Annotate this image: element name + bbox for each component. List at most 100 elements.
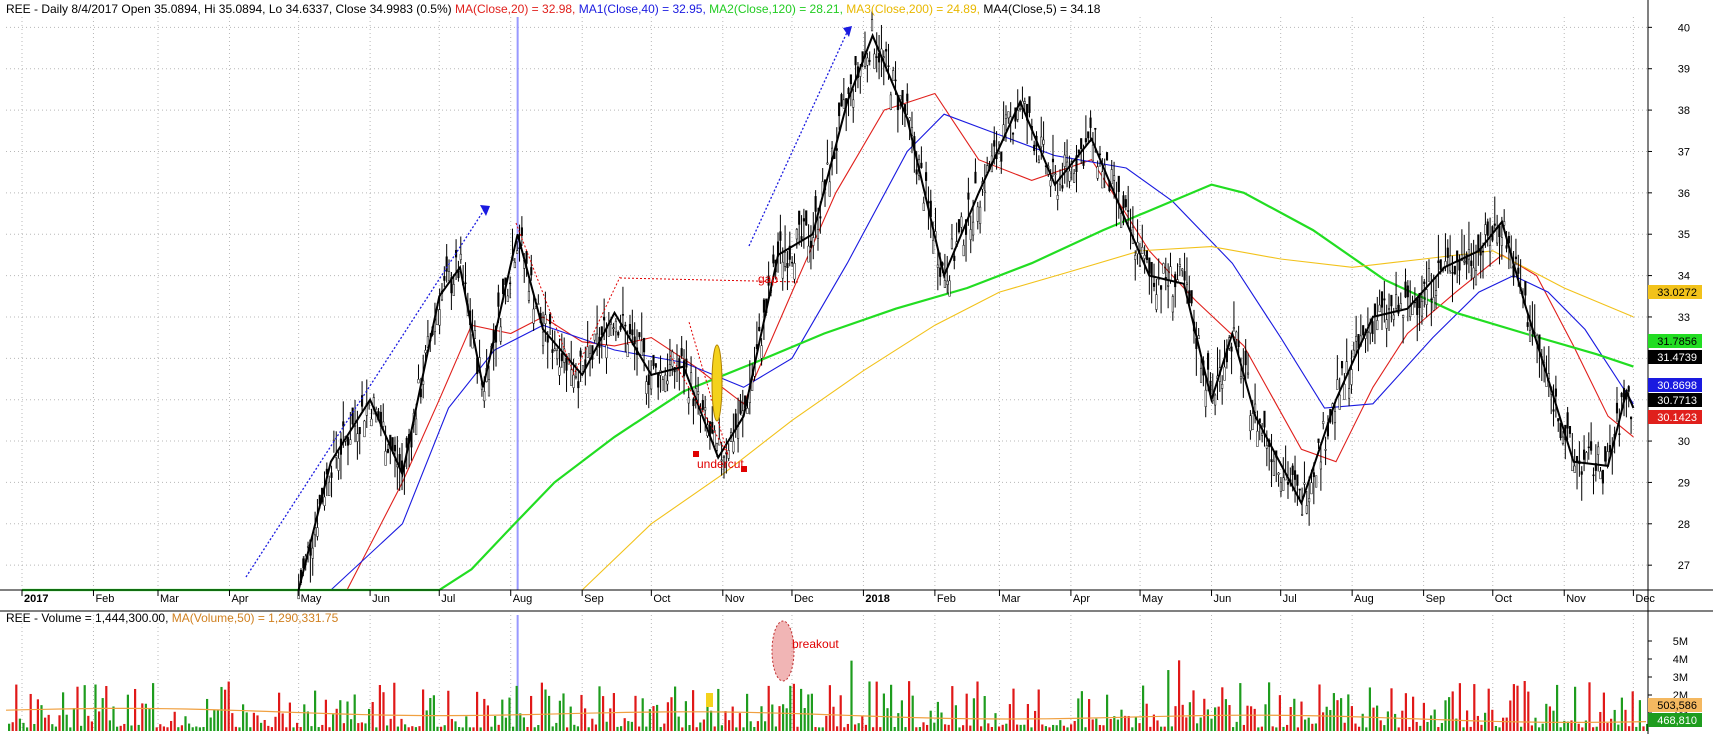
price-bar-body xyxy=(612,327,615,329)
volume-bar xyxy=(1505,717,1508,731)
volume-bar xyxy=(1134,716,1137,731)
price-bar-body xyxy=(516,250,519,254)
volume-bar xyxy=(486,705,489,731)
price-bar-body xyxy=(393,444,397,452)
price-bar-body xyxy=(969,229,972,240)
price-bar-body xyxy=(1594,463,1597,471)
volume-bar xyxy=(1293,698,1296,731)
volume-bar xyxy=(522,717,525,731)
volume-tick-label: 3M xyxy=(1673,672,1688,684)
volume-bar xyxy=(152,683,155,731)
volume-bar xyxy=(123,723,126,731)
price-tick-label: 40 xyxy=(1678,22,1690,34)
undercut-highlight xyxy=(711,344,723,422)
price-bar-body xyxy=(892,70,895,81)
volume-bar xyxy=(33,724,36,731)
price-bar-body xyxy=(1028,96,1031,113)
volume-bar xyxy=(62,692,65,731)
price-bar-body xyxy=(619,325,622,330)
volume-bar xyxy=(846,723,849,731)
price-bar-body xyxy=(1249,415,1252,432)
volume-bar xyxy=(1487,688,1490,731)
volume-bar xyxy=(1070,724,1073,731)
price-bar-body xyxy=(445,256,448,272)
volume-bar xyxy=(555,722,558,731)
volume-bar xyxy=(1030,727,1033,731)
volume-bar xyxy=(620,726,623,731)
volume-bar xyxy=(429,697,432,731)
volume-bar xyxy=(1548,706,1551,731)
volume-bar xyxy=(1023,724,1026,731)
price-bar-body xyxy=(1042,139,1045,145)
volume-ma-line xyxy=(5,707,1647,723)
volume-bar xyxy=(882,693,885,731)
volume-bar xyxy=(1080,691,1083,731)
header-ma5: MA4(Close,5) = 34.18 xyxy=(983,2,1100,16)
volume-bar xyxy=(915,727,918,731)
price-bar-body xyxy=(1463,260,1466,263)
volume-bar xyxy=(1552,710,1555,731)
x-tick-label: 2018 xyxy=(865,593,889,605)
price-bar-body xyxy=(828,181,831,197)
price-bar-body xyxy=(361,395,364,407)
price-bar-body xyxy=(316,527,319,537)
volume-bar xyxy=(1455,718,1458,731)
price-bar-body xyxy=(687,397,690,404)
volume-bar xyxy=(342,723,345,731)
price-bar-body xyxy=(1439,259,1442,270)
price-bar-body xyxy=(337,458,340,471)
volume-bar xyxy=(371,702,374,731)
price-bar-body xyxy=(1526,322,1529,327)
price-bar-body xyxy=(1434,290,1438,296)
volume-bar xyxy=(926,724,929,731)
volume-bar xyxy=(382,692,385,731)
price-bar-body xyxy=(732,441,735,453)
price-bar-body xyxy=(953,255,956,261)
volume-bar xyxy=(1613,709,1616,731)
volume-bar xyxy=(1368,687,1371,731)
price-bar-body xyxy=(586,346,589,358)
price-tick-label: 30 xyxy=(1678,436,1690,448)
price-bar-body xyxy=(816,228,820,239)
volume-bar xyxy=(1545,703,1548,731)
volume-bar xyxy=(749,721,752,731)
price-bar-body xyxy=(922,202,925,211)
volume-bar xyxy=(1178,660,1181,731)
volume-bar xyxy=(1340,698,1343,731)
price-bar-body xyxy=(1160,285,1163,290)
annotation-gap: gap xyxy=(758,272,778,286)
volume-bar xyxy=(1055,725,1058,731)
price-bar-body xyxy=(483,391,486,402)
undercut-marker-right xyxy=(741,466,747,472)
volume-bar xyxy=(1264,704,1267,731)
price-bar-body xyxy=(549,314,552,325)
volume-last-value-label: 503,586 xyxy=(1657,700,1697,712)
price-tick-label: 28 xyxy=(1678,519,1690,531)
volume-bar xyxy=(1102,725,1105,731)
price-bar-body xyxy=(1204,389,1207,407)
volume-bar xyxy=(764,721,767,731)
price-bar-body xyxy=(701,400,704,410)
volume-bar xyxy=(918,727,921,731)
price-bar-body xyxy=(746,407,749,415)
volume-bar xyxy=(972,698,975,731)
volume-bar xyxy=(1397,727,1400,731)
volume-bar xyxy=(656,704,659,731)
price-bar-body xyxy=(1296,474,1299,486)
volume-bar xyxy=(803,708,806,731)
price-bar-body xyxy=(643,337,646,353)
volume-bar xyxy=(836,726,839,731)
volume-bar xyxy=(8,723,11,731)
volume-bar xyxy=(980,726,983,731)
price-bar-body xyxy=(1084,138,1087,143)
price-bar-body xyxy=(1138,265,1141,268)
volume-bar xyxy=(436,726,439,731)
volume-bar xyxy=(396,726,399,731)
volume-bar xyxy=(1314,723,1317,731)
price-bar-body xyxy=(1040,136,1043,148)
price-bar-body xyxy=(920,162,923,168)
price-bar-body xyxy=(819,216,822,219)
price-bar-body xyxy=(943,280,946,288)
volume-bar xyxy=(566,727,569,731)
volume-bar xyxy=(609,708,612,731)
